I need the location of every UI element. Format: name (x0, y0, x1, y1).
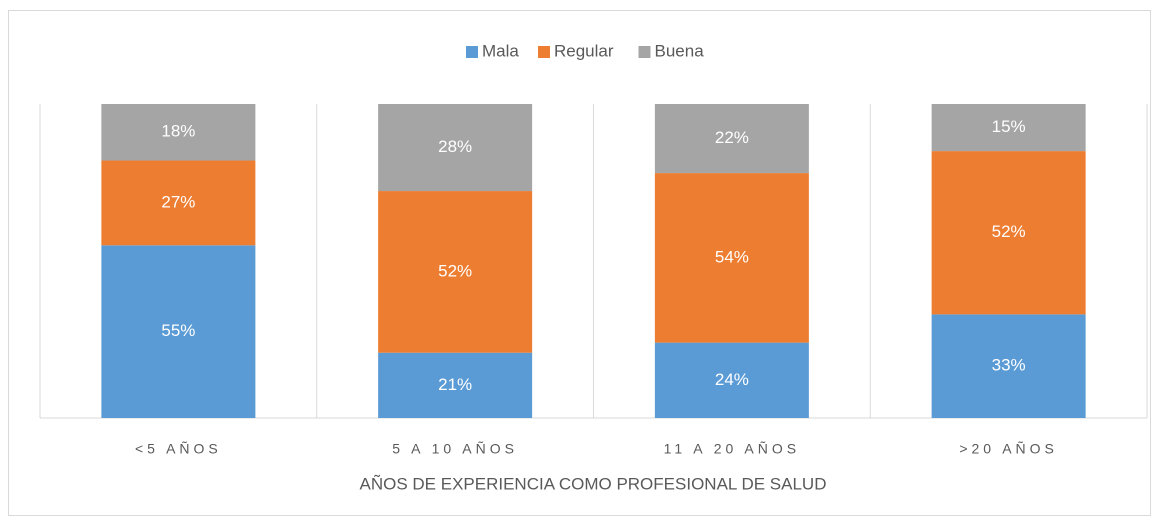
bar-segment (931, 314, 1086, 418)
data-label: 21% (438, 375, 472, 394)
bar-segment (931, 104, 1086, 152)
data-label: 27% (161, 192, 195, 211)
bar-segment (654, 173, 809, 343)
data-label: 24% (715, 370, 749, 389)
bar-segment (654, 342, 809, 418)
x-tick-label: >20 AÑOS (959, 441, 1058, 457)
bar-segment (378, 104, 533, 192)
data-label: 28% (438, 137, 472, 156)
x-tick-label: <5 AÑOS (135, 441, 222, 457)
data-label: 52% (438, 261, 472, 280)
data-label: 52% (992, 222, 1026, 241)
data-label: 55% (161, 321, 195, 340)
bar-segment (654, 104, 809, 174)
legend-label: Buena (655, 41, 705, 60)
legend-swatch (638, 46, 651, 58)
bar-segment (378, 191, 533, 353)
legend-label: Regular (554, 41, 614, 60)
data-label: 54% (715, 247, 749, 266)
x-tick-label: 5 A 10 AÑOS (392, 441, 518, 457)
bar-segment (101, 104, 256, 161)
data-label: 18% (161, 122, 195, 141)
data-label: 22% (715, 128, 749, 147)
legend-swatch (466, 46, 478, 58)
x-tick-label: 11 A 20 AÑOS (664, 441, 800, 457)
data-label: 33% (992, 356, 1026, 375)
x-axis-title: AÑOS DE EXPERIENCIA COMO PROFESIONAL DE … (360, 474, 827, 493)
data-label: 15% (992, 117, 1026, 136)
legend-label: Mala (482, 41, 519, 60)
legend-swatch (538, 46, 550, 58)
bar-segment (101, 245, 256, 418)
bar-segment (101, 160, 256, 246)
bar-segment (931, 151, 1086, 315)
bar-segment (378, 352, 533, 418)
